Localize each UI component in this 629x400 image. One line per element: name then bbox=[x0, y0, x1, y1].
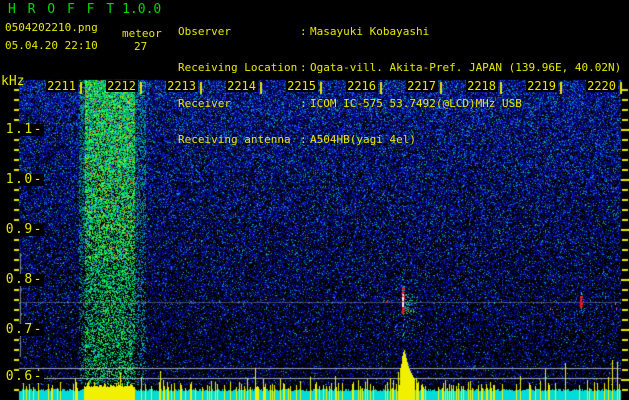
info-value: Ogata-vill. Akita-Pref. JAPAN (139.96E, … bbox=[310, 61, 622, 74]
time-tick-label: 2216 bbox=[346, 79, 378, 93]
freq-tick-label: 0.8- bbox=[0, 273, 44, 286]
freq-tick-label: 0.7- bbox=[0, 323, 44, 336]
info-row-receiver: Receiver: ICOM IC-575 53.7492(@LCD)MHz US… bbox=[178, 98, 621, 110]
capture-filename: 0504202210.png bbox=[5, 21, 98, 34]
app-title: H R O F F T 1.0.0 bbox=[8, 2, 161, 17]
info-value: A504HB(yagi 4el) bbox=[310, 133, 416, 146]
info-colon: : bbox=[300, 61, 307, 74]
info-colon: : bbox=[300, 133, 307, 146]
time-tick-label: 2211 bbox=[46, 79, 78, 93]
time-tick-label: 2220 bbox=[586, 79, 618, 93]
freq-tick-label: 1.1- bbox=[0, 123, 44, 136]
info-label: Receiver bbox=[178, 97, 231, 110]
info-colon: : bbox=[300, 25, 307, 38]
info-row-observer: Observer: Masayuki Kobayashi bbox=[178, 26, 621, 38]
time-tick-label: 2217 bbox=[406, 79, 438, 93]
station-info: Observer: Masayuki Kobayashi Receiving Lo… bbox=[178, 2, 621, 170]
info-label: Receiving Location bbox=[178, 61, 298, 74]
time-tick-label: 2212 bbox=[106, 79, 138, 93]
info-value: Masayuki Kobayashi bbox=[310, 25, 430, 38]
time-tick-label: 2219 bbox=[526, 79, 558, 93]
time-tick-label: 2214 bbox=[226, 79, 258, 93]
freq-axis-unit: kHz bbox=[1, 74, 25, 89]
freq-tick-label: 0.6- bbox=[0, 370, 44, 383]
info-row-location: Receiving Location: Ogata-vill. Akita-Pre… bbox=[178, 62, 621, 74]
echo-count: 27 bbox=[134, 40, 148, 53]
capture-datetime: 05.04.20 22:10 bbox=[5, 39, 98, 52]
time-tick-label: 2215 bbox=[286, 79, 318, 93]
info-colon: : bbox=[300, 97, 307, 110]
info-value: ICOM IC-575 53.7492(@LCD)MHz USB bbox=[310, 97, 522, 110]
freq-tick-label: 1.0- bbox=[0, 173, 44, 186]
app-version: 1.0.0 bbox=[122, 2, 162, 17]
info-label: Receiving antenna bbox=[178, 133, 291, 146]
observation-mode: meteor bbox=[122, 27, 162, 40]
info-row-antenna: Receiving antenna: A504HB(yagi 4el) bbox=[178, 134, 621, 146]
time-tick-label: 2213 bbox=[166, 79, 198, 93]
app-title-text: H R O F F T bbox=[8, 2, 117, 17]
time-tick-label: 2218 bbox=[466, 79, 498, 93]
info-label: Observer bbox=[178, 25, 231, 38]
freq-tick-label: 0.9- bbox=[0, 223, 44, 236]
